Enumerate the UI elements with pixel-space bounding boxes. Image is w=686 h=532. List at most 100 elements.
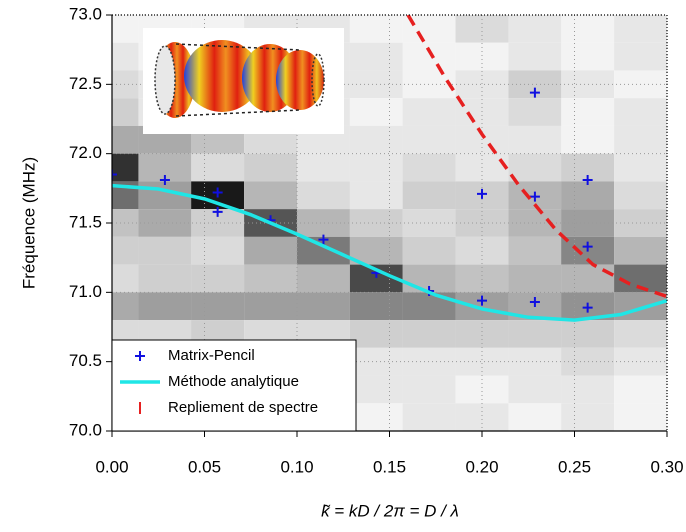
- point: [529, 191, 540, 202]
- x-tick-label: 0.20: [465, 457, 498, 476]
- heat-cell: [614, 42, 667, 71]
- y-tick-label: 71.0: [69, 282, 102, 301]
- heat-cell: [614, 375, 667, 404]
- heat-cell: [191, 292, 245, 321]
- heat-cell: [349, 98, 403, 126]
- heat-cell: [455, 236, 509, 265]
- point: [529, 87, 540, 98]
- heat-cell: [191, 236, 245, 265]
- heat-cell: [455, 42, 509, 71]
- point: [159, 175, 170, 186]
- heat-cell: [349, 320, 403, 348]
- heat-cell: [561, 181, 615, 210]
- legend-label: Méthode analytique: [168, 373, 299, 390]
- heat-cell: [244, 292, 297, 321]
- heat-cell: [191, 153, 245, 182]
- heat-cell: [614, 181, 667, 210]
- legend-symbol: [135, 351, 145, 361]
- point: [112, 169, 117, 180]
- heat-cell: [614, 125, 667, 154]
- point: [582, 241, 593, 252]
- x-tick-label: 0.00: [95, 457, 128, 476]
- heat-cell: [508, 236, 562, 265]
- y-tick-label: 70.0: [69, 420, 102, 439]
- heat-cell: [561, 375, 615, 404]
- heat-cell: [297, 264, 350, 293]
- heat-cell: [402, 320, 456, 348]
- heat-cell: [244, 236, 297, 265]
- heat-cell: [508, 42, 562, 71]
- y-tick-label: 72.5: [69, 74, 102, 93]
- heat-cell: [402, 153, 456, 182]
- heat-cell: [244, 153, 297, 182]
- heat-cell: [112, 153, 139, 182]
- heat-cell: [402, 42, 456, 71]
- heat-cell: [508, 15, 562, 43]
- y-axis-label: Fréquence (MHz): [19, 157, 38, 289]
- heat-cell: [138, 292, 192, 321]
- legend-label: Repliement de spectre: [168, 399, 318, 416]
- heat-cell: [508, 375, 562, 404]
- heat-cell: [561, 320, 615, 348]
- x-axis-label: k̃ = kD / 2π = D / λ: [321, 501, 459, 520]
- heat-cell: [138, 236, 192, 265]
- heat-cell: [349, 403, 403, 431]
- y-tick-label: 70.5: [69, 351, 102, 370]
- heat-cell: [402, 375, 456, 404]
- heat-cell: [349, 15, 403, 43]
- heat-cell: [455, 375, 509, 404]
- heat-cell: [112, 292, 139, 321]
- heat-cell: [402, 125, 456, 154]
- heat-cell: [561, 70, 615, 99]
- point: [212, 187, 223, 198]
- y-tick-label: 72.0: [69, 143, 102, 162]
- heat-cell: [402, 347, 456, 376]
- heat-cell: [402, 209, 456, 237]
- heat-cell: [112, 15, 139, 43]
- point: [529, 297, 540, 308]
- point: [582, 175, 593, 186]
- heat-cell: [349, 375, 403, 404]
- heat-cell: [349, 153, 403, 182]
- point: [212, 206, 223, 217]
- heat-cell: [349, 125, 403, 154]
- heat-cell: [508, 153, 562, 182]
- heat-cell: [349, 292, 403, 321]
- heat-cell: [508, 403, 562, 431]
- series-line: [406, 15, 667, 299]
- heat-cell: [614, 403, 667, 431]
- x-tick-label: 0.05: [188, 457, 221, 476]
- heat-cell: [614, 15, 667, 43]
- inset-image: [143, 28, 344, 134]
- heat-cell: [297, 292, 350, 321]
- heat-cell: [561, 403, 615, 431]
- heat-cell: [402, 98, 456, 126]
- heat-cell: [614, 153, 667, 182]
- point: [477, 295, 487, 306]
- heat-cell: [508, 98, 562, 126]
- heat-cell: [112, 42, 139, 71]
- x-tick-label: 0.25: [558, 457, 591, 476]
- heat-cell: [112, 98, 139, 126]
- heat-cell: [455, 98, 509, 126]
- heat-cell: [297, 153, 350, 182]
- heat-cell: [614, 98, 667, 126]
- x-tick-label: 0.10: [280, 457, 313, 476]
- heat-cell: [561, 42, 615, 71]
- heat-cell: [244, 264, 297, 293]
- heat-cell: [402, 292, 456, 321]
- heat-cell: [508, 320, 562, 348]
- y-tick-label: 71.5: [69, 212, 102, 231]
- heat-cell: [614, 320, 667, 348]
- point: [477, 188, 487, 199]
- heat-cell: [402, 403, 456, 431]
- x-tick-label: 0.30: [650, 457, 683, 476]
- heat-cell: [508, 264, 562, 293]
- point: [318, 234, 329, 245]
- heat-cell: [561, 264, 615, 293]
- heat-cell: [561, 98, 615, 126]
- heat-cell: [561, 125, 615, 154]
- heat-cell: [561, 15, 615, 43]
- y-tick-label: 73.0: [69, 4, 102, 23]
